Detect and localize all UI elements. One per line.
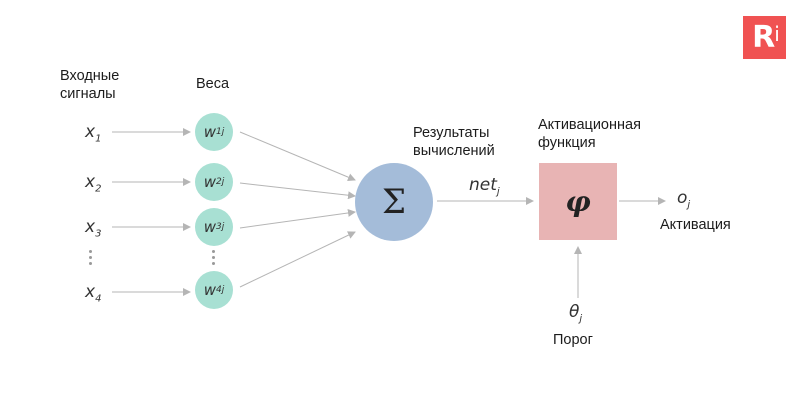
activation-function-box: φ (539, 163, 617, 240)
phi-symbol: φ (565, 185, 591, 218)
input-x4: x4 (85, 282, 102, 305)
weight-node-1: w 1j (195, 113, 233, 151)
threshold-label: Порог (553, 332, 593, 348)
input-signals-label: Входные сигналы (60, 68, 120, 102)
input-ellipsis (89, 250, 93, 268)
arrow-w2-sum (239, 182, 356, 200)
weight-node-4: w 4j (195, 271, 233, 309)
weight-node-3: w 3j (195, 208, 233, 246)
activation-function-label: Активационная функция (538, 117, 641, 151)
input-x3: x3 (85, 217, 102, 240)
arrow-w4-sum (239, 231, 356, 288)
results-label: Результаты вычислений (413, 125, 495, 159)
sigma-symbol: Σ (381, 182, 407, 222)
input-x1: x1 (85, 122, 102, 145)
input-x2: x2 (85, 172, 102, 195)
output-oj: oj (677, 188, 691, 211)
weight-ellipsis (212, 250, 216, 268)
arrow-w3-sum (239, 209, 356, 229)
summation-node: Σ (355, 163, 433, 241)
threshold-theta: θj (569, 302, 583, 325)
weights-label: Веса (196, 76, 230, 92)
net-j-label: netj (469, 175, 500, 198)
weight-node-2: w 2j (195, 163, 233, 201)
activation-label: Активация (660, 217, 731, 233)
arrow-w1-sum (239, 131, 356, 181)
